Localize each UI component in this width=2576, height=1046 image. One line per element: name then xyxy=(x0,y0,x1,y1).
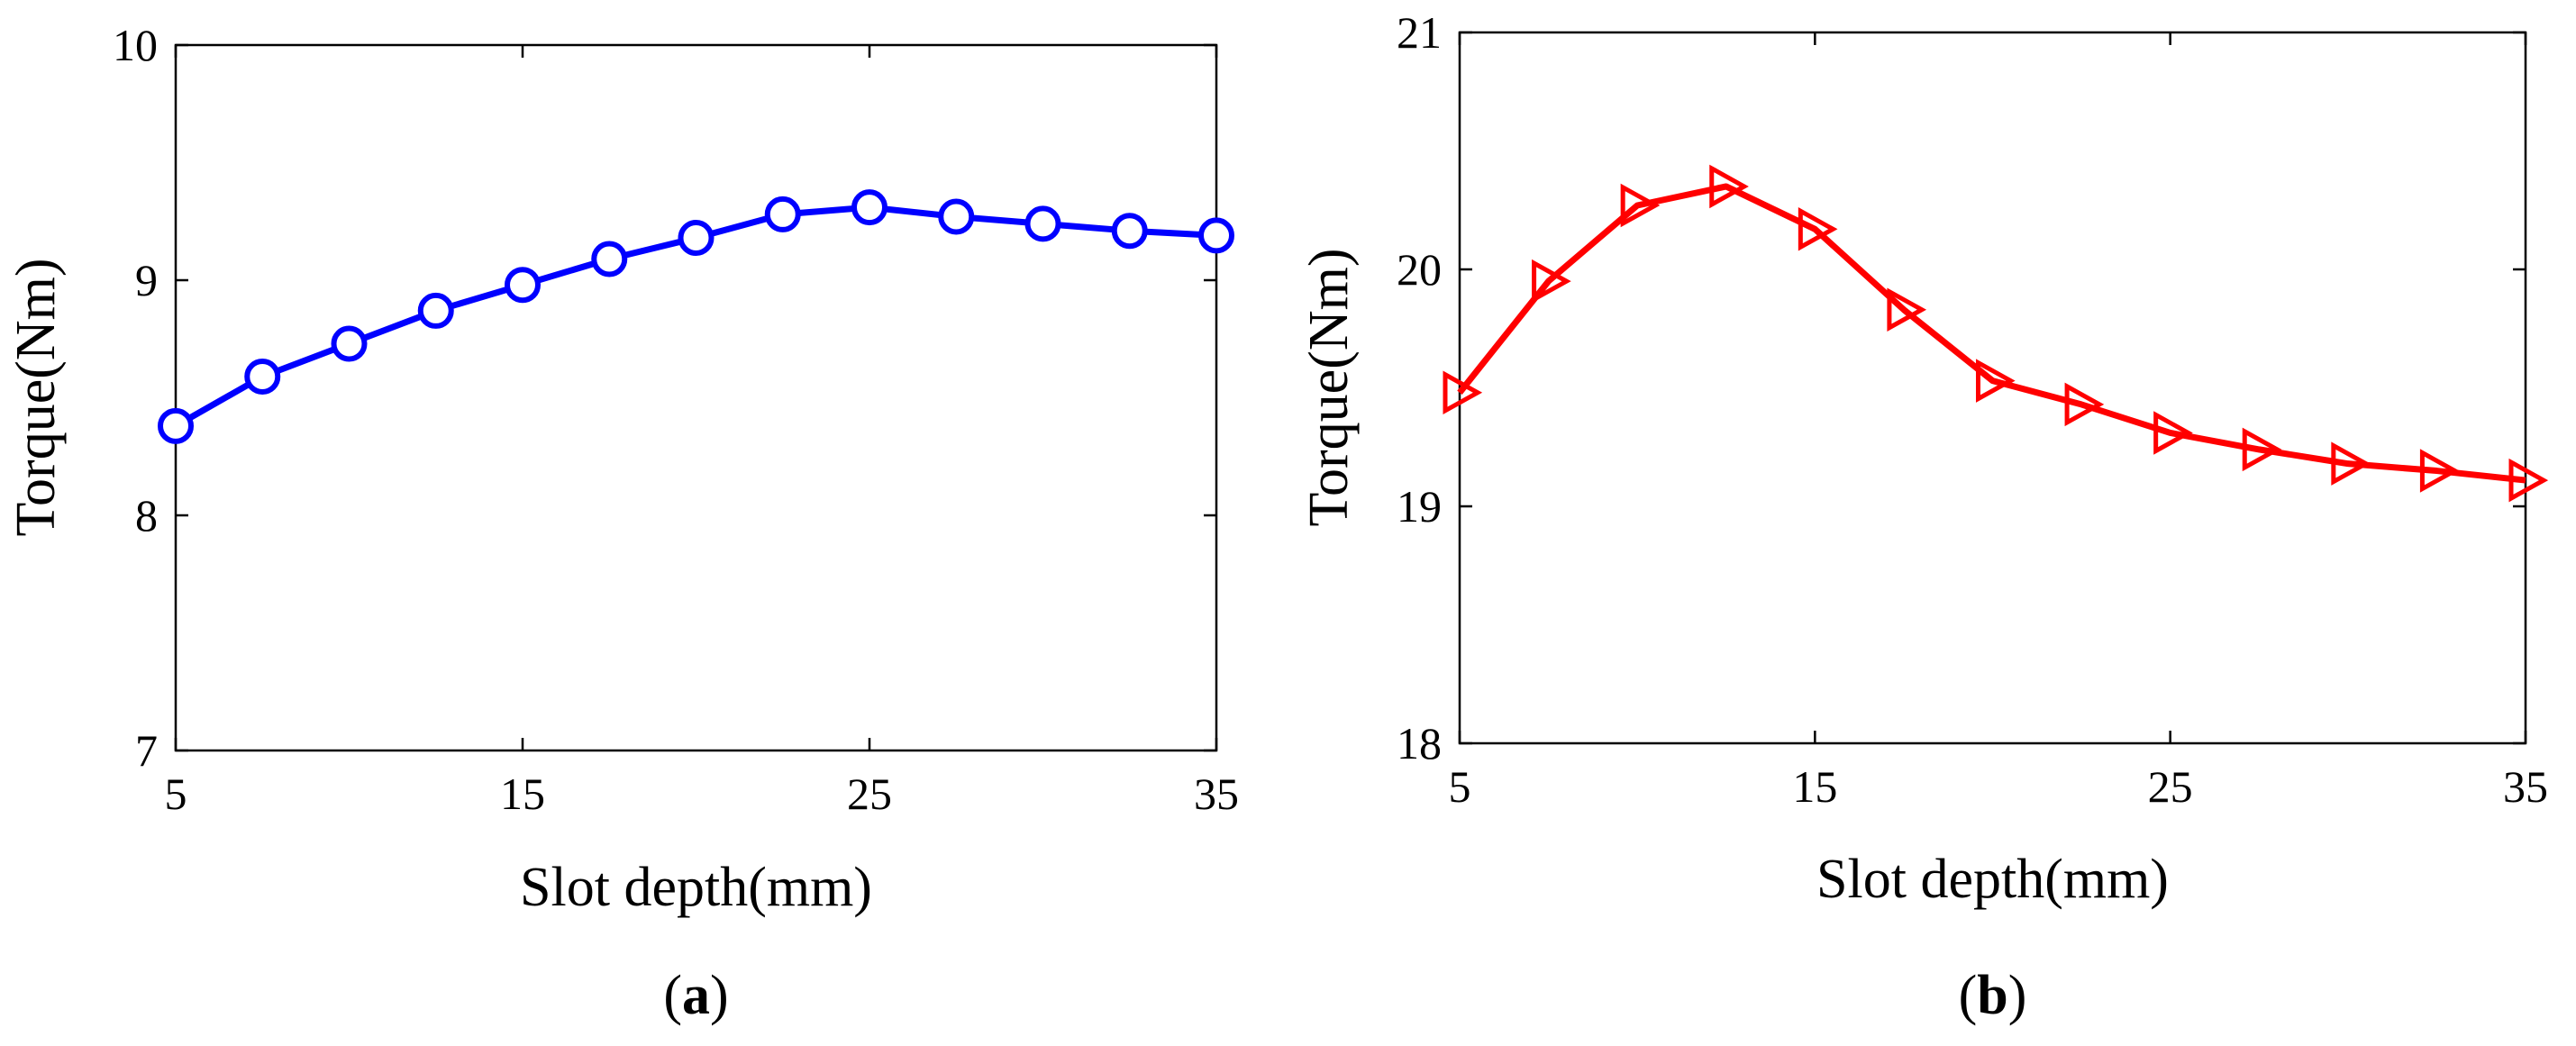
y-tick-label: 21 xyxy=(1397,7,1442,58)
y-tick-label: 18 xyxy=(1397,718,1442,769)
y-tick-label: 10 xyxy=(113,20,158,70)
y-axis-label: Torque(Nm) xyxy=(5,258,67,536)
panel-label: (b) xyxy=(1959,965,2027,1026)
data-point xyxy=(1443,370,1483,415)
data-point xyxy=(2508,458,2549,503)
x-axis-label: Slot depth(mm) xyxy=(520,857,872,918)
x-tick-label: 15 xyxy=(1792,761,1837,812)
y-tick-label: 8 xyxy=(135,490,158,541)
x-tick-label: 25 xyxy=(2148,761,2193,812)
x-tick-label: 35 xyxy=(1194,769,1239,819)
data-point xyxy=(244,359,281,396)
data-point xyxy=(2331,441,2371,486)
data-point xyxy=(1198,217,1234,254)
data-point xyxy=(2419,449,2460,493)
x-tick-label: 15 xyxy=(500,769,545,819)
data-point xyxy=(1976,359,2016,403)
data-point xyxy=(1111,213,1148,250)
data-point xyxy=(1532,259,1571,304)
y-tick-label: 9 xyxy=(135,255,158,305)
data-point xyxy=(2064,382,2105,427)
data-point xyxy=(1709,164,1749,209)
y-tick-label: 19 xyxy=(1397,481,1442,532)
data-point xyxy=(158,407,194,444)
data-point xyxy=(764,196,801,232)
data-point xyxy=(1024,205,1061,242)
series-line xyxy=(1457,183,2526,484)
x-tick-label: 5 xyxy=(1449,761,1471,812)
data-point xyxy=(1620,183,1661,228)
y-tick-label: 20 xyxy=(1397,244,1442,295)
data-point xyxy=(851,189,887,226)
x-tick-label: 25 xyxy=(847,769,892,819)
data-point xyxy=(2153,411,2193,455)
panel-label: (a) xyxy=(663,965,728,1026)
data-point xyxy=(1798,207,1838,251)
axes-box xyxy=(1458,31,2527,745)
data-point xyxy=(1887,287,1927,332)
data-point xyxy=(2242,427,2282,472)
x-tick-label: 35 xyxy=(2503,761,2548,812)
data-point xyxy=(591,241,628,277)
data-point xyxy=(417,292,454,329)
chart-panel-a: 5 15 25 35 7 8 9 10 Slot depth(mm) Torque(Nm) (a) xyxy=(5,20,1239,1026)
x-tick-label: 5 xyxy=(165,769,187,819)
axes-box xyxy=(174,43,1218,752)
y-tick-label: 7 xyxy=(135,725,158,776)
data-point xyxy=(938,198,975,235)
data-point xyxy=(505,267,541,304)
chart-panel-b: 5 15 25 35 18 19 20 21 Slot depth(mm) Torque(Nm) (… xyxy=(1298,7,2549,1026)
data-point xyxy=(331,325,368,362)
x-axis-label: Slot depth(mm) xyxy=(1816,849,2169,910)
y-axis-label: Torque(Nm) xyxy=(1298,248,1360,526)
data-point xyxy=(678,220,715,257)
